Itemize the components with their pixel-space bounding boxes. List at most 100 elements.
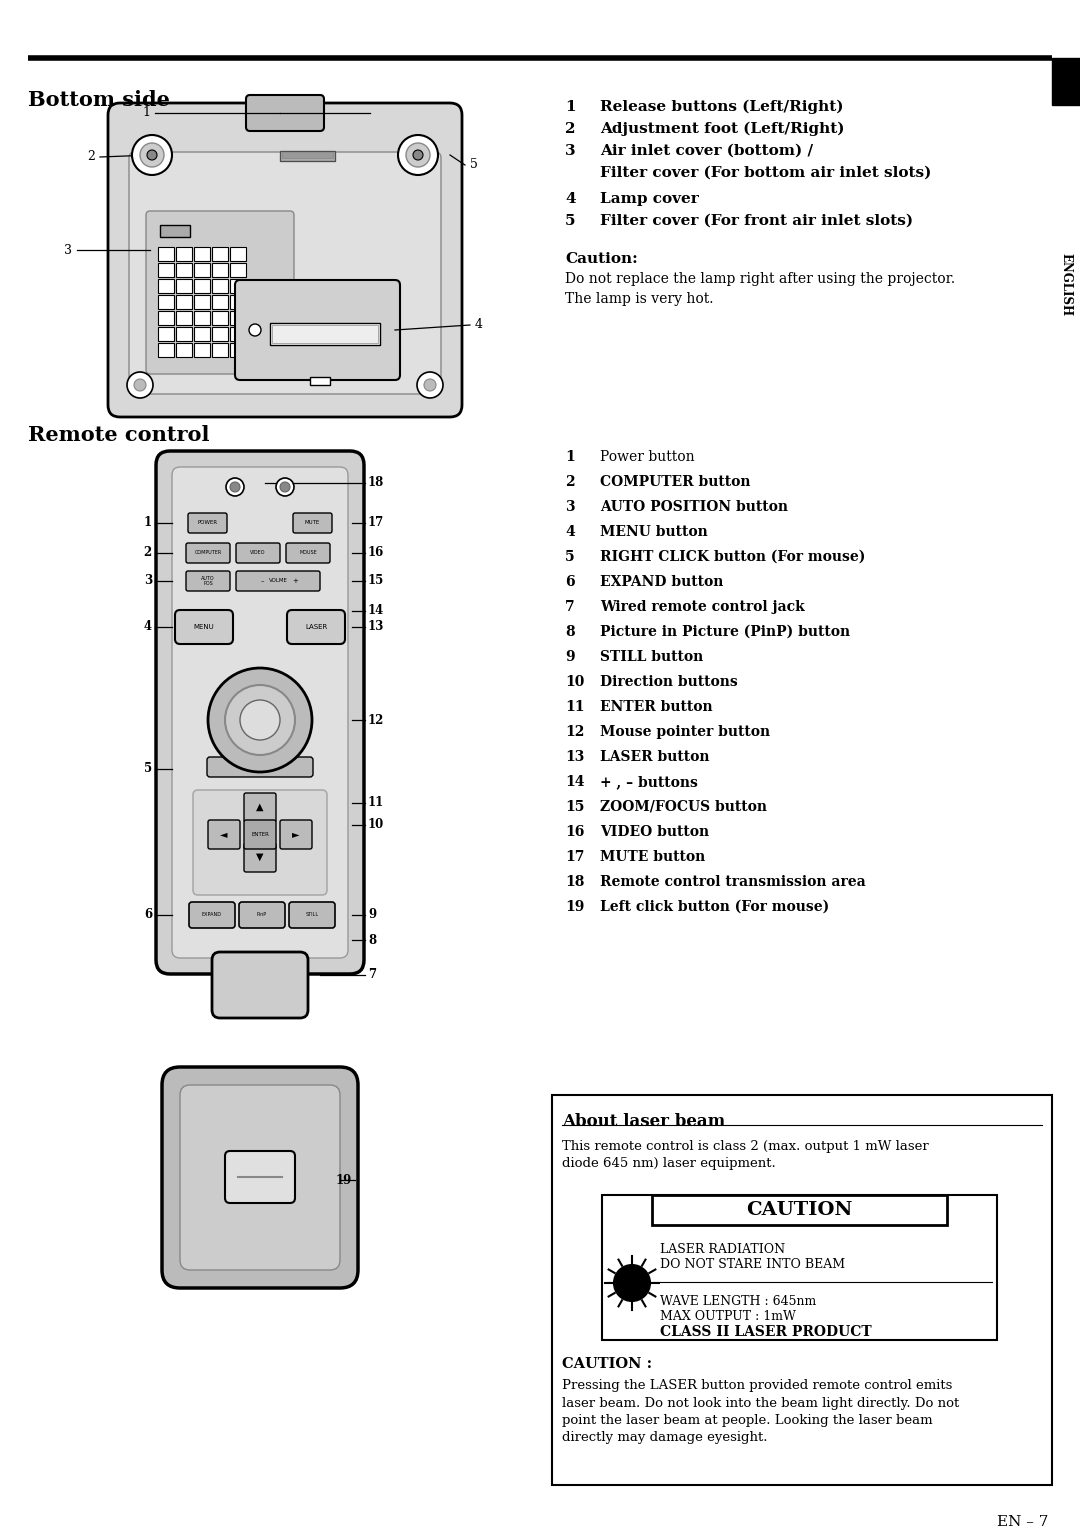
Bar [270,322,380,345]
Bar [280,151,335,160]
Text: Mouse pointer button: Mouse pointer button [600,724,770,740]
Text: Left click button (For mouse): Left click button (For mouse) [600,900,829,914]
Circle shape [249,324,261,336]
Text: 2: 2 [144,547,152,559]
Text: LASER: LASER [305,623,327,630]
Text: 4: 4 [565,193,576,206]
Text: 1: 1 [144,516,152,530]
FancyBboxPatch shape [289,902,335,927]
Text: Pressing the LASER button provided remote control emits
laser beam. Do not look : Pressing the LASER button provided remot… [562,1378,959,1444]
FancyBboxPatch shape [172,468,348,958]
Circle shape [615,1265,650,1300]
Text: 17: 17 [565,850,584,863]
Text: 6: 6 [565,575,575,588]
Text: 5: 5 [470,159,477,171]
FancyBboxPatch shape [237,571,320,591]
Text: 5: 5 [565,214,576,228]
FancyBboxPatch shape [186,542,230,562]
Text: 9: 9 [565,649,575,665]
Text: EXPAND: EXPAND [202,912,222,917]
Text: 14: 14 [368,605,384,617]
Text: 6: 6 [144,909,152,921]
FancyBboxPatch shape [193,790,327,895]
Text: RIGHT CLICK: RIGHT CLICK [240,764,280,770]
Text: AUTO
POS: AUTO POS [201,576,215,587]
Text: Wired remote control jack: Wired remote control jack [600,601,805,614]
FancyBboxPatch shape [207,756,313,778]
Text: Air inlet cover (bottom) /: Air inlet cover (bottom) / [600,144,813,157]
FancyBboxPatch shape [293,513,332,533]
Text: COMPUTER button: COMPUTER button [600,475,751,489]
Text: +: + [292,578,298,584]
Bar [230,248,246,261]
Bar [158,295,174,309]
Text: ▲: ▲ [256,802,264,811]
Bar [212,280,228,293]
Text: Direction buttons: Direction buttons [600,675,738,689]
Bar [212,248,228,261]
FancyBboxPatch shape [108,102,462,417]
Text: VIDEO: VIDEO [251,550,266,556]
Text: 4: 4 [475,318,483,332]
Text: 19: 19 [565,900,584,914]
Bar [194,327,210,341]
Bar [602,1195,997,1340]
Text: 19: 19 [336,1174,352,1187]
Bar [212,263,228,277]
Text: 7: 7 [565,601,575,614]
Text: WAVE LENGTH : 645nm: WAVE LENGTH : 645nm [660,1296,816,1308]
Text: Lamp cover: Lamp cover [600,193,699,206]
Circle shape [225,685,295,755]
Text: 2: 2 [565,475,575,489]
Bar [552,1096,1052,1485]
Text: About laser beam: About laser beam [562,1112,726,1131]
Text: ◄: ◄ [220,830,228,839]
Text: STILL button: STILL button [600,649,703,665]
Text: 7: 7 [368,969,376,981]
Text: MUTE: MUTE [305,521,320,526]
Bar [176,327,192,341]
Text: 11: 11 [565,700,584,714]
Text: 13: 13 [565,750,584,764]
FancyBboxPatch shape [162,1067,357,1288]
Bar [158,263,174,277]
Text: 4: 4 [144,620,152,634]
Text: Filter cover (For bottom air inlet slots): Filter cover (For bottom air inlet slots… [600,167,931,180]
Text: 16: 16 [368,547,384,559]
FancyBboxPatch shape [180,1085,340,1270]
FancyBboxPatch shape [208,821,240,850]
FancyBboxPatch shape [286,542,330,562]
Text: LASER RADIATION: LASER RADIATION [660,1242,785,1256]
Text: MENU: MENU [193,623,214,630]
Text: 8: 8 [368,934,376,946]
Bar [160,225,190,237]
Text: Bottom side: Bottom side [28,90,170,110]
Text: ►: ► [293,830,300,839]
Circle shape [226,478,244,497]
Text: 15: 15 [368,575,384,587]
FancyBboxPatch shape [156,451,364,973]
Text: EXPAND button: EXPAND button [600,575,724,588]
Text: 11: 11 [368,796,384,810]
Text: 1: 1 [565,451,575,465]
Text: 17: 17 [368,516,384,530]
Text: CLASS II LASER PRODUCT: CLASS II LASER PRODUCT [660,1325,872,1339]
Bar [158,342,174,358]
Bar [1052,58,1080,105]
Text: 10: 10 [565,675,584,689]
Text: ENTER button: ENTER button [600,700,713,714]
Text: 3: 3 [565,144,576,157]
Text: CAUTION: CAUTION [746,1201,852,1219]
Text: POWER: POWER [198,521,218,526]
Circle shape [230,481,240,492]
Text: Power button: Power button [600,451,694,465]
Bar [194,280,210,293]
FancyBboxPatch shape [287,610,345,643]
Text: Picture in Picture (PinP) button: Picture in Picture (PinP) button [600,625,850,639]
Bar [230,280,246,293]
Circle shape [127,371,153,397]
Text: MAX OUTPUT : 1mW: MAX OUTPUT : 1mW [660,1309,796,1323]
Bar [158,312,174,325]
Bar [176,342,192,358]
FancyBboxPatch shape [280,821,312,850]
